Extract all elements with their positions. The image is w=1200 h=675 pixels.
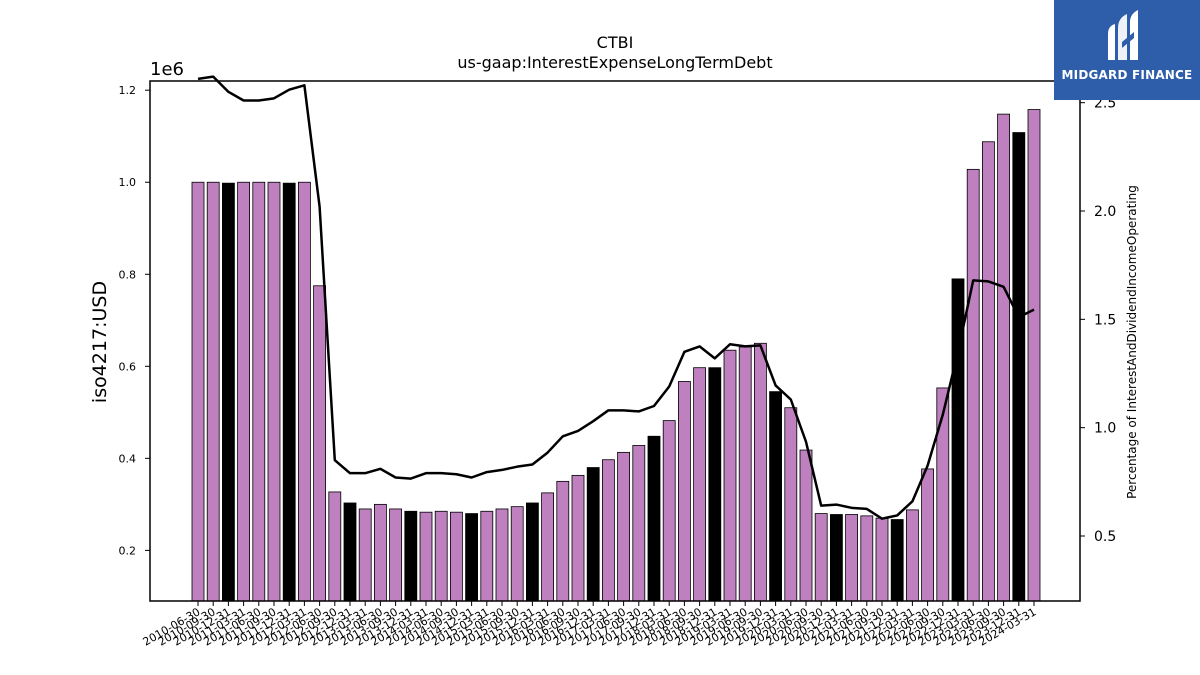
bar-2017-03-31 bbox=[602, 459, 615, 602]
y-tick-label: 1.2 bbox=[119, 84, 137, 97]
bar-2021-09-30 bbox=[875, 517, 889, 602]
bar-2019-09-30 bbox=[754, 342, 767, 602]
plot-frame bbox=[149, 80, 1081, 602]
x-ticks: 2010-06-302010-09-302010-12-312011-03-31… bbox=[141, 601, 1039, 649]
line-group bbox=[197, 75, 1035, 520]
bar-2023-09-30 bbox=[997, 113, 1010, 602]
bar-2017-06-30 bbox=[617, 451, 630, 602]
bar-2012-09-30 bbox=[328, 491, 342, 602]
bar-2020-06-30 bbox=[799, 449, 813, 602]
bar-2024-03-31 bbox=[1027, 109, 1041, 602]
bar-2012-03-31 bbox=[297, 181, 311, 602]
bar-2014-09-30 bbox=[449, 511, 463, 602]
brand-name: MIDGARD FINANCE bbox=[1061, 68, 1193, 82]
bar-2016-12-31 bbox=[586, 467, 600, 602]
y-tick-label: 0.2 bbox=[119, 544, 137, 557]
bar-2021-03-31 bbox=[845, 514, 858, 602]
bar-2012-12-31 bbox=[343, 502, 357, 602]
bar-2013-03-31 bbox=[358, 508, 372, 602]
y2-ticks: 0.51.01.52.02.5 bbox=[1080, 96, 1116, 545]
bar-2020-09-30 bbox=[814, 513, 828, 602]
bar-2018-12-31 bbox=[708, 367, 722, 602]
bar-2013-09-30 bbox=[389, 508, 403, 602]
bar-2022-03-31 bbox=[906, 509, 919, 602]
chart-title: CTBI bbox=[597, 33, 634, 52]
bar-2011-12-31 bbox=[282, 182, 296, 602]
brand-logo: MIDGARD FINANCE bbox=[1054, 0, 1200, 100]
bar-2014-06-30 bbox=[434, 510, 448, 602]
bars-group bbox=[191, 109, 1041, 602]
bar-2017-12-31 bbox=[647, 435, 661, 602]
y-tick-label: 0.4 bbox=[119, 452, 137, 465]
y-ticks: 0.2 0.4 0.6 0.8 1.0 1.2 bbox=[119, 84, 150, 557]
bar-2021-06-30 bbox=[860, 515, 874, 602]
bar-2023-06-30 bbox=[982, 141, 995, 602]
percentage-line bbox=[197, 75, 1035, 520]
bar-2013-06-30 bbox=[373, 503, 387, 602]
y-axis-label: iso4217:USD bbox=[89, 281, 111, 403]
bar-2020-12-31 bbox=[830, 514, 843, 602]
y2-tick-label: 2.0 bbox=[1094, 204, 1116, 220]
bar-2022-09-30 bbox=[936, 387, 950, 602]
bar-2016-03-31 bbox=[541, 492, 554, 602]
bar-2018-03-31 bbox=[662, 420, 676, 602]
y-multiplier: 1e6 bbox=[150, 59, 184, 80]
bar-2012-06-30 bbox=[313, 285, 327, 602]
bar-2023-03-31 bbox=[966, 168, 980, 602]
bar-2011-03-31 bbox=[237, 181, 251, 602]
chart-subtitle: us-gaap:InterestExpenseLongTermDebt bbox=[457, 53, 772, 72]
bar-2018-09-30 bbox=[693, 367, 706, 602]
bar-2014-12-31 bbox=[465, 513, 479, 602]
y2-tick-label: 1.5 bbox=[1094, 312, 1116, 328]
bar-2022-06-30 bbox=[921, 468, 934, 602]
bar-2010-06-30 bbox=[191, 181, 205, 602]
bar-2010-12-31 bbox=[221, 182, 235, 602]
y-tick-label: 1.0 bbox=[119, 176, 137, 189]
bar-2015-03-31 bbox=[480, 510, 494, 602]
bar-2021-12-31 bbox=[890, 519, 904, 602]
y-tick-label: 0.8 bbox=[119, 268, 137, 281]
bar-2019-12-31 bbox=[769, 391, 782, 602]
bar-2016-09-30 bbox=[571, 474, 585, 602]
bar-2019-06-30 bbox=[738, 346, 752, 602]
y2-axis-label: Percentage of InterestAndDividendIncomeO… bbox=[1125, 185, 1139, 499]
bar-2019-03-31 bbox=[723, 349, 737, 602]
y2-tick-label: 1.0 bbox=[1094, 421, 1116, 437]
bar-2015-06-30 bbox=[495, 508, 509, 602]
bar-2020-03-31 bbox=[784, 407, 798, 602]
bar-2014-03-31 bbox=[419, 511, 433, 602]
bar-2010-09-30 bbox=[206, 181, 220, 602]
bar-2015-09-30 bbox=[510, 506, 524, 602]
y2-tick-label: 0.5 bbox=[1094, 529, 1116, 545]
midgard-logo-icon bbox=[1108, 10, 1138, 60]
bar-2017-09-30 bbox=[632, 445, 646, 602]
bar-2018-06-30 bbox=[678, 381, 691, 602]
bar-2016-06-30 bbox=[556, 480, 570, 602]
bar-2011-09-30 bbox=[267, 181, 281, 602]
bar-2011-06-30 bbox=[252, 181, 266, 602]
bar-2023-12-31 bbox=[1012, 132, 1026, 602]
y-tick-label: 0.6 bbox=[119, 360, 137, 373]
bar-2013-12-31 bbox=[404, 510, 418, 602]
bar-2015-12-31 bbox=[526, 502, 539, 602]
